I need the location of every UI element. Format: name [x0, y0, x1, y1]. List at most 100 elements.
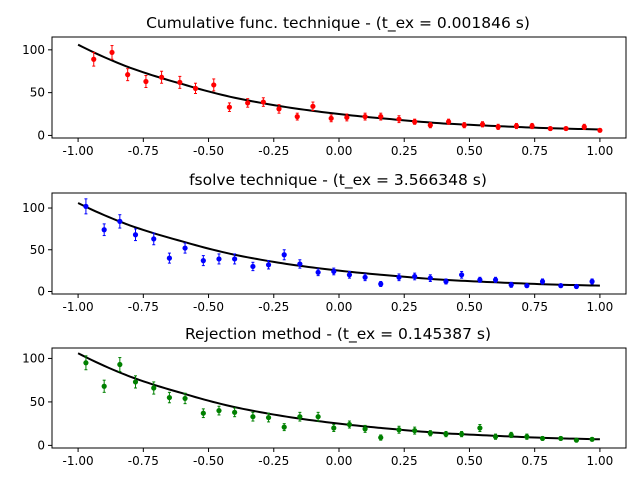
data-point [331, 268, 337, 275]
data-point [297, 261, 303, 267]
data-point [151, 385, 157, 391]
x-tick-label: 0.25 [391, 144, 418, 158]
x-tick-label: 0.75 [521, 300, 548, 314]
data-point [200, 258, 206, 264]
y-tick-label: 50 [30, 395, 45, 409]
fit-curve [77, 43, 600, 131]
data-point [459, 431, 465, 437]
data-point [281, 424, 287, 430]
data-point [396, 116, 402, 122]
x-tick-label: -0.25 [258, 454, 289, 468]
data-point [276, 106, 282, 112]
data-point [412, 119, 418, 125]
data-point [232, 256, 238, 262]
data-point [260, 99, 266, 105]
data-point [294, 114, 300, 120]
data-point [589, 436, 595, 442]
data-point [589, 278, 595, 285]
x-tick-label: 1.00 [587, 300, 614, 314]
chart-title: Cumulative func. technique - (t_ex = 0.0… [146, 14, 530, 33]
y-tick-label: 100 [22, 351, 45, 365]
data-point [412, 428, 418, 434]
data-point [101, 383, 107, 389]
data-point [427, 430, 433, 436]
data-point [492, 277, 499, 283]
data-point [524, 434, 530, 440]
data-point [250, 263, 256, 270]
data-point [378, 434, 384, 441]
data-point [362, 274, 368, 280]
data-point [132, 232, 139, 238]
data-point [459, 272, 465, 278]
data-point [563, 125, 569, 132]
x-tick-label: -0.75 [128, 300, 159, 314]
x-tick-label: 1.00 [587, 144, 614, 158]
axes-frame [51, 347, 627, 449]
data-point [166, 255, 173, 261]
data-point [177, 79, 183, 85]
data-point [539, 435, 546, 442]
data-point [529, 123, 535, 129]
x-tick-label: 0.25 [391, 454, 418, 468]
x-tick-label: 0.75 [521, 454, 548, 468]
data-point [573, 283, 580, 290]
chart-title: fsolve technique - (t_ex = 3.566348 s) [189, 171, 487, 190]
data-point [378, 114, 384, 120]
x-tick-label: 0.50 [456, 300, 483, 314]
y-tick-label: 0 [37, 438, 45, 452]
data-point [265, 414, 272, 421]
y-tick-label: 50 [30, 243, 45, 257]
data-point [558, 283, 564, 289]
y-tick-label: 50 [30, 86, 45, 100]
data-point [310, 103, 316, 109]
x-tick-label: -0.75 [128, 454, 159, 468]
x-tick-label: -1.00 [63, 144, 94, 158]
axes-frame [51, 192, 627, 295]
data-point [265, 262, 272, 268]
data-point [200, 410, 206, 416]
data-point [250, 414, 256, 420]
data-point [477, 277, 483, 283]
data-point [362, 114, 368, 120]
data-point [117, 361, 123, 368]
data-point [508, 432, 514, 438]
x-tick-label: -1.00 [63, 300, 94, 314]
x-tick-label: 1.00 [587, 454, 614, 468]
chart-title: Rejection method - (t_ex = 0.145387 s) [185, 325, 491, 344]
subplot-fsolve: fsolve technique - (t_ex = 3.566348 s) -… [22, 171, 627, 314]
data-point [346, 421, 353, 428]
data-point [151, 236, 157, 242]
x-tick-label: -0.25 [258, 144, 289, 158]
data-point [581, 124, 587, 130]
data-point [427, 122, 433, 128]
fit-curve [77, 352, 600, 441]
data-point [125, 72, 131, 78]
x-tick-label: 0.50 [456, 144, 483, 158]
data-point [344, 114, 350, 121]
data-point [281, 252, 287, 258]
data-point [328, 115, 334, 121]
data-point [182, 245, 188, 251]
subplot-rejection: Rejection method - (t_ex = 0.145387 s) -… [22, 325, 627, 468]
x-tick-label: 0.25 [391, 300, 418, 314]
data-point [495, 124, 501, 130]
data-point [427, 275, 433, 281]
data-point [346, 272, 353, 278]
y-tick-label: 0 [37, 284, 45, 298]
y-tick-label: 100 [22, 201, 45, 215]
data-point [143, 78, 149, 85]
data-point [83, 360, 89, 366]
data-point [378, 281, 384, 287]
data-point [158, 74, 165, 80]
data-point [477, 425, 483, 431]
data-point [445, 119, 452, 125]
data-point [443, 431, 449, 437]
data-point [297, 414, 303, 420]
data-point [461, 122, 467, 128]
data-point [513, 123, 520, 129]
y-tick-label: 0 [37, 128, 45, 142]
data-point [166, 394, 173, 401]
x-tick-label: 0.50 [456, 454, 483, 468]
fit-curve [77, 202, 600, 287]
